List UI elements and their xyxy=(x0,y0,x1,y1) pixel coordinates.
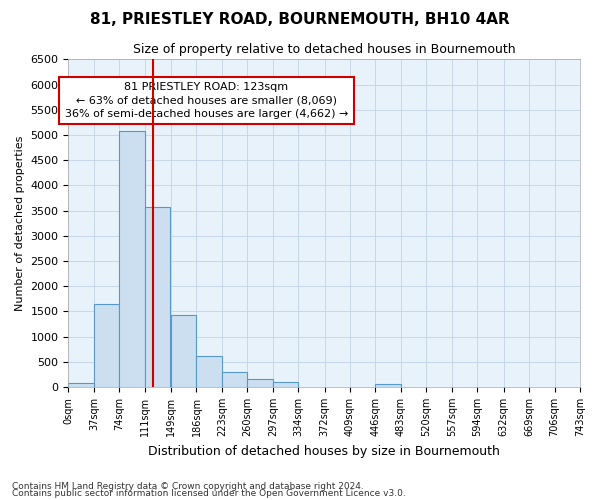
Title: Size of property relative to detached houses in Bournemouth: Size of property relative to detached ho… xyxy=(133,42,515,56)
Bar xyxy=(145,207,170,387)
Text: 81, PRIESTLEY ROAD, BOURNEMOUTH, BH10 4AR: 81, PRIESTLEY ROAD, BOURNEMOUTH, BH10 4A… xyxy=(90,12,510,28)
Bar xyxy=(68,383,94,387)
Bar xyxy=(171,316,196,387)
X-axis label: Distribution of detached houses by size in Bournemouth: Distribution of detached houses by size … xyxy=(148,444,500,458)
Bar xyxy=(247,379,273,387)
Text: Contains public sector information licensed under the Open Government Licence v3: Contains public sector information licen… xyxy=(12,490,406,498)
Bar xyxy=(196,356,222,387)
Bar xyxy=(119,131,145,387)
Bar xyxy=(273,382,298,387)
Y-axis label: Number of detached properties: Number of detached properties xyxy=(15,136,25,311)
Text: Contains HM Land Registry data © Crown copyright and database right 2024.: Contains HM Land Registry data © Crown c… xyxy=(12,482,364,491)
Bar xyxy=(94,304,119,387)
Text: 81 PRIESTLEY ROAD: 123sqm
← 63% of detached houses are smaller (8,069)
36% of se: 81 PRIESTLEY ROAD: 123sqm ← 63% of detac… xyxy=(65,82,348,119)
Bar xyxy=(376,384,401,387)
Bar xyxy=(222,372,247,387)
